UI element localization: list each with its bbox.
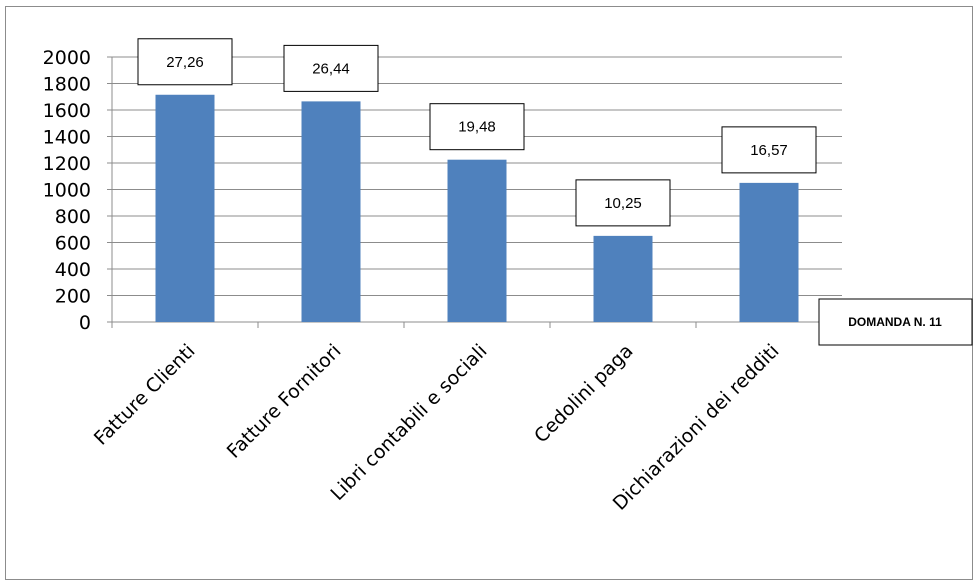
category-label: Dichiarazioni dei redditi bbox=[609, 340, 784, 515]
category-label: Libri contabili e sociali bbox=[327, 340, 492, 505]
y-tick-label: 800 bbox=[55, 206, 91, 228]
y-tick-label: 600 bbox=[55, 233, 91, 255]
bars bbox=[155, 94, 799, 322]
y-tick-label: 400 bbox=[55, 259, 91, 281]
annotation: DOMANDA N. 11 bbox=[818, 298, 973, 346]
category-label: Fatture Clienti bbox=[90, 340, 200, 450]
data-label-box bbox=[429, 103, 525, 151]
annotation-box bbox=[818, 298, 973, 346]
category-label: Fatture Fornitori bbox=[223, 340, 346, 463]
data-labels: 27,26 26,44 19,48 10,25 16,57 bbox=[137, 38, 817, 227]
data-label: 19,48 bbox=[458, 119, 496, 136]
y-tick-labels: 0 200 400 600 800 1000 1200 1400 1600 1800 2000 bbox=[43, 47, 91, 334]
y-tick-label: 2000 bbox=[43, 47, 91, 69]
y-tick-label: 0 bbox=[79, 312, 91, 334]
y-tick-label: 1400 bbox=[43, 127, 91, 149]
data-label-box bbox=[283, 44, 379, 92]
bar bbox=[155, 94, 215, 322]
data-label: 16,57 bbox=[750, 142, 788, 159]
data-label: 26,44 bbox=[312, 60, 350, 77]
bar bbox=[739, 182, 799, 322]
bar bbox=[593, 235, 653, 322]
data-label-box bbox=[721, 126, 817, 174]
y-tick-label: 1000 bbox=[43, 180, 91, 202]
y-tick-label: 200 bbox=[55, 286, 91, 308]
data-label-box bbox=[137, 38, 233, 86]
category-label: Cedolini paga bbox=[530, 340, 637, 447]
data-label: 27,26 bbox=[166, 54, 204, 71]
bar bbox=[447, 159, 507, 322]
y-tick-label: 1600 bbox=[43, 100, 91, 122]
bar bbox=[301, 101, 361, 322]
gridlines bbox=[112, 56, 842, 296]
data-label: 10,25 bbox=[604, 195, 642, 212]
y-tick-label: 1200 bbox=[43, 153, 91, 175]
data-label-box bbox=[575, 179, 671, 227]
annotation-text: DOMANDA N. 11 bbox=[848, 315, 942, 329]
y-tick-label: 1800 bbox=[43, 74, 91, 96]
